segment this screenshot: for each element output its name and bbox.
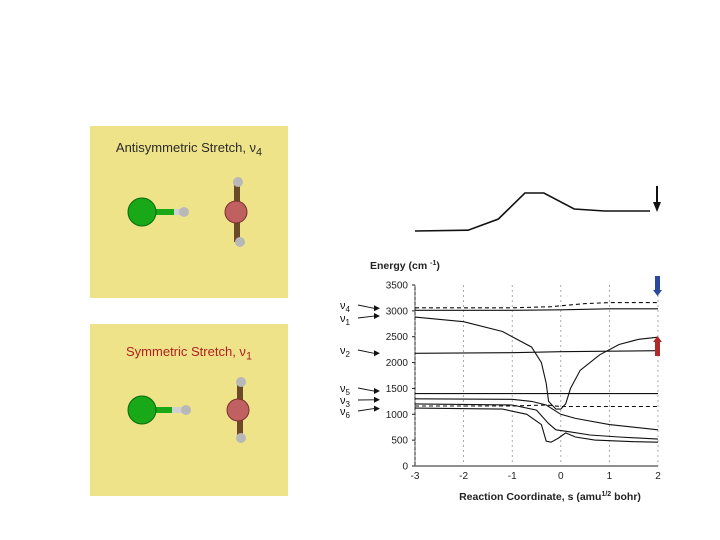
series-line-1 bbox=[415, 302, 658, 309]
mode-arrow-head bbox=[374, 405, 380, 412]
hydrogen-atom-top bbox=[236, 377, 246, 387]
mode-label-3: ν3 bbox=[340, 395, 351, 409]
down-arrow-head bbox=[653, 202, 661, 212]
y-tick-label: 2500 bbox=[386, 332, 409, 343]
x-tick-label: -1 bbox=[508, 471, 517, 482]
molecule-antisymmetric bbox=[127, 177, 248, 247]
red-marker-head bbox=[653, 336, 662, 342]
y-tick-label: 500 bbox=[391, 436, 408, 447]
hydrogen-atom-bottom bbox=[236, 433, 246, 443]
y-tick-label: 3000 bbox=[386, 306, 409, 317]
y-tick-label: 0 bbox=[402, 462, 408, 473]
mode-arrow-line bbox=[357, 304, 375, 309]
panel-title: Antisymmetric Stretch, ν4 bbox=[115, 140, 263, 159]
series-line-2 bbox=[415, 308, 658, 311]
x-tick-label: 2 bbox=[655, 471, 661, 482]
mode-arrow-head bbox=[374, 313, 380, 320]
chlorine-atom bbox=[127, 197, 157, 227]
series-line-9 bbox=[414, 403, 659, 440]
y-tick-label: 1000 bbox=[386, 410, 409, 421]
vibrational-frequency-chart: -3 -2 -1 0 1 2 0 500 1000 1500 2000 2500 3000 3500 Ene… bbox=[340, 186, 662, 503]
series-line-6 bbox=[414, 398, 659, 431]
panel-title: Symmetric Stretch, ν1 bbox=[126, 344, 252, 363]
x-tick-label: -2 bbox=[459, 471, 468, 482]
series-line-7 bbox=[415, 404, 658, 408]
y-tick-label: 1500 bbox=[386, 384, 409, 395]
antisymmetric-stretch-panel: Antisymmetric Stretch, ν4 bbox=[90, 126, 288, 298]
x-axis-label: Reaction Coordinate, s (amu1/2 bohr) bbox=[459, 491, 641, 503]
carbon-atom bbox=[224, 200, 248, 224]
hydrogen-atom-bottom bbox=[235, 237, 245, 247]
mode-label-5: ν5 bbox=[340, 383, 351, 397]
x-tick-label: 1 bbox=[607, 471, 613, 482]
series-line-3 bbox=[414, 316, 659, 410]
blue-marker bbox=[655, 276, 660, 292]
mode-arrow-head bbox=[374, 350, 380, 357]
hydrogen-atom bbox=[181, 405, 191, 415]
chlorine-atom bbox=[127, 395, 157, 425]
x-tick-label: -3 bbox=[411, 471, 420, 482]
series-line-8 bbox=[414, 407, 659, 443]
mode-label-4: ν4 bbox=[340, 300, 351, 314]
mode-arrow-line bbox=[357, 408, 375, 412]
y-tick-label: 3500 bbox=[386, 281, 409, 292]
symmetric-stretch-panel: Symmetric Stretch, ν1 bbox=[90, 324, 288, 496]
mode-arrow-line bbox=[357, 315, 375, 319]
x-tick-label: 0 bbox=[558, 471, 564, 482]
molecule-symmetric bbox=[127, 377, 250, 443]
mode-label-1: ν1 bbox=[340, 313, 351, 327]
y-axis-label: Energy (cm -1) bbox=[370, 260, 440, 272]
mode-label-6: ν6 bbox=[340, 406, 351, 420]
mode-arrow-head bbox=[374, 388, 380, 395]
red-marker bbox=[655, 340, 660, 356]
reaction-profile-inset bbox=[414, 192, 650, 232]
y-tick-label: 2000 bbox=[386, 358, 409, 369]
mode-arrow-line bbox=[357, 349, 375, 354]
series-line-4 bbox=[414, 350, 659, 354]
hydrogen-atom bbox=[179, 207, 189, 217]
mode-arrow-head bbox=[374, 396, 380, 403]
mode-arrow-line bbox=[357, 387, 375, 392]
mode-arrow-head bbox=[374, 305, 380, 312]
mode-label-2: ν2 bbox=[340, 345, 351, 359]
blue-marker-head bbox=[653, 290, 662, 296]
carbon-atom bbox=[226, 398, 250, 422]
hydrogen-atom-top bbox=[233, 177, 243, 187]
